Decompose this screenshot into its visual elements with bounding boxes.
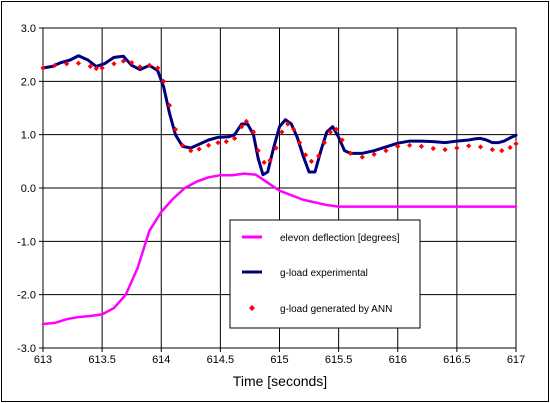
data-point <box>261 159 267 165</box>
x-axis-label: Time [seconds] <box>233 373 327 389</box>
x-tick-label: 613 <box>34 354 52 366</box>
series-layer <box>40 54 519 326</box>
data-point <box>172 126 179 132</box>
data-point <box>339 137 345 143</box>
series-elevon-deflection <box>41 172 518 326</box>
data-point <box>161 78 167 84</box>
legend-label-ann: g-load generated by ANN <box>280 304 392 315</box>
data-point <box>507 144 513 151</box>
data-point <box>406 142 413 148</box>
y-tick-label: -1.0 <box>17 236 36 248</box>
data-point <box>40 65 46 71</box>
data-point <box>231 135 238 141</box>
data-point <box>205 142 212 148</box>
data-point <box>477 144 484 150</box>
data-point <box>513 141 519 147</box>
data-point <box>273 145 279 151</box>
data-point <box>99 65 105 71</box>
data-point <box>308 158 315 164</box>
data-point <box>250 129 257 135</box>
x-tick-label: 615.5 <box>325 354 353 366</box>
data-point <box>196 146 202 152</box>
y-tick-label: 2.0 <box>21 76 36 88</box>
data-point <box>315 153 322 159</box>
data-point <box>302 152 309 158</box>
y-axis-ticks: 3.0 2.0 1.0 0.0 -1.0 -2.0 -3.0 <box>17 23 43 355</box>
x-tick-label: 614 <box>152 354 170 366</box>
y-tick-label: -2.0 <box>17 290 36 302</box>
data-point <box>137 64 143 70</box>
data-point <box>111 61 117 67</box>
data-point <box>442 147 448 153</box>
data-point <box>255 148 261 154</box>
legend: elevon deflection [degrees] g-load exper… <box>229 219 421 329</box>
legend-label-experimental: g-load experimental <box>280 268 368 279</box>
x-axis-ticks: 613 613.5 614 614.5 615 615.5 616 616.5 617 <box>34 348 525 366</box>
data-point <box>297 140 303 146</box>
data-point <box>333 126 339 132</box>
series-g-load-experimental <box>41 54 518 177</box>
data-point <box>243 118 249 124</box>
data-point <box>279 129 285 135</box>
data-point <box>75 60 82 66</box>
y-tick-label: 1.0 <box>21 130 36 142</box>
data-point <box>239 124 245 130</box>
data-point <box>430 145 436 152</box>
data-point <box>93 65 99 72</box>
x-tick-label: 615 <box>270 354 288 366</box>
x-tick-label: 616.5 <box>443 354 471 366</box>
data-point <box>129 60 135 66</box>
data-point <box>359 154 365 160</box>
data-point <box>489 147 495 153</box>
y-tick-label: -3.0 <box>17 343 36 355</box>
y-tick-label: 0.0 <box>21 183 36 195</box>
data-point <box>146 62 153 68</box>
data-point <box>215 140 221 146</box>
data-point <box>466 143 472 149</box>
data-point <box>52 62 58 68</box>
data-point <box>87 63 93 69</box>
data-point <box>327 129 333 135</box>
x-tick-label: 616 <box>389 354 407 366</box>
legend-swatch-ann <box>249 305 255 311</box>
data-point <box>188 148 194 154</box>
y-tick-label: 3.0 <box>21 23 36 35</box>
data-point <box>371 151 377 157</box>
data-point <box>499 148 505 154</box>
x-tick-label: 617 <box>507 354 525 366</box>
data-point <box>64 61 70 67</box>
data-point <box>418 143 424 149</box>
data-point <box>347 150 354 156</box>
data-point <box>155 65 161 71</box>
data-point <box>383 148 389 154</box>
data-point <box>321 140 328 146</box>
data-point <box>120 58 127 64</box>
data-point <box>166 102 173 108</box>
data-point <box>395 143 401 149</box>
data-point <box>291 126 297 132</box>
data-point <box>454 145 460 151</box>
x-tick-label: 613.5 <box>88 354 116 366</box>
x-tick-label: 614.5 <box>207 354 235 366</box>
series-g-load-ann <box>40 58 519 165</box>
data-point <box>267 157 273 163</box>
data-point <box>285 121 291 127</box>
legend-label-elevon: elevon deflection [degrees] <box>280 233 400 244</box>
data-point <box>179 142 186 148</box>
data-point <box>223 139 229 145</box>
